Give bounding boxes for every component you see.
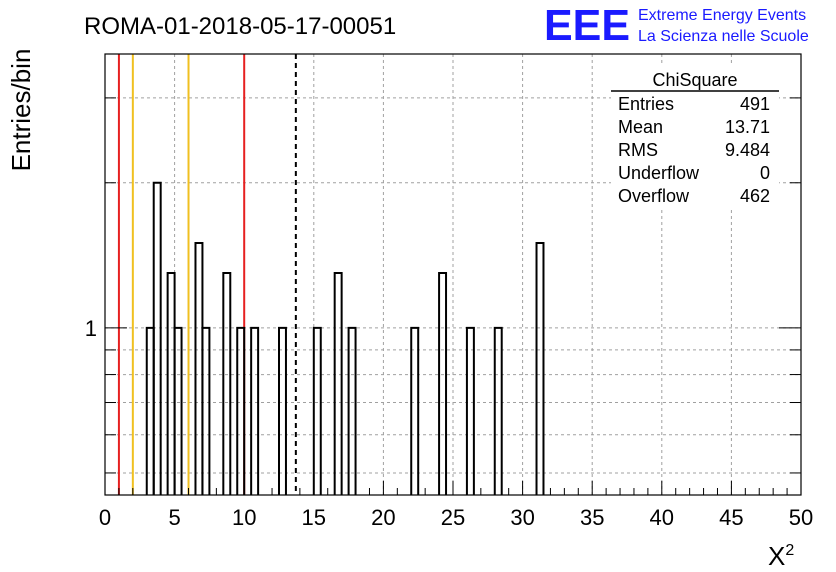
x-tick-label: 40 <box>650 505 674 530</box>
x-tick-label: 5 <box>168 505 180 530</box>
stats-row: Mean 13.71 <box>618 117 770 137</box>
stats-label-overflow: Overflow <box>618 186 690 206</box>
stats-value-entries: 491 <box>740 94 770 114</box>
x-tick-label: 25 <box>441 505 465 530</box>
stats-box: ChiSquare Entries 491 Mean 13.71 RMS 9.4… <box>611 66 779 208</box>
y-tick-label: 1 <box>85 316 97 341</box>
histogram-bar <box>493 326 503 495</box>
histogram-bar <box>145 326 155 495</box>
histogram-bar <box>250 326 260 495</box>
stats-label-rms: RMS <box>618 140 658 160</box>
x-axis-label-base: X <box>768 541 785 571</box>
eee-logo: EEE Extreme Energy Events La Scienza nel… <box>544 1 809 50</box>
stats-value-overflow: 462 <box>740 186 770 206</box>
stats-value-rms: 9.484 <box>725 140 770 160</box>
histogram-bar <box>535 241 545 495</box>
stats-label-entries: Entries <box>618 94 674 114</box>
logo-line2: La Scienza nelle Scuole <box>638 28 809 45</box>
logo-line1: Extreme Energy Events <box>638 7 806 24</box>
histogram-bar <box>166 271 176 495</box>
x-tick-label: 50 <box>789 505 813 530</box>
histogram-bar <box>222 271 232 495</box>
stats-row: Entries 491 <box>618 94 770 114</box>
x-axis-label-sup: 2 <box>785 542 794 559</box>
stats-box-background <box>611 66 779 208</box>
histogram-bar <box>312 326 322 495</box>
x-tick-label: 45 <box>719 505 743 530</box>
stats-label-underflow: Underflow <box>618 163 700 183</box>
histogram-bar <box>194 241 204 495</box>
histogram-bar <box>236 326 246 495</box>
axis-ticks: 0 5 10 15 20 25 30 35 40 45 50 1 <box>85 97 813 530</box>
y-axis-label: Entries/bin <box>6 49 36 172</box>
x-axis-label: X2 <box>768 541 794 571</box>
histogram-bar <box>201 326 211 495</box>
histogram-bar <box>410 326 420 495</box>
histogram-bar <box>465 326 475 495</box>
x-tick-label: 35 <box>580 505 604 530</box>
x-tick-label: 0 <box>99 505 111 530</box>
logo-letters: EEE <box>544 1 630 50</box>
histogram-bar <box>333 271 343 495</box>
stats-value-underflow: 0 <box>760 163 770 183</box>
stats-row: RMS 9.484 <box>618 140 770 160</box>
x-axis-label-group: X2 <box>768 541 794 571</box>
histogram-bar <box>438 271 448 495</box>
histogram-bar <box>173 326 183 495</box>
chart-title: ROMA-01-2018-05-17-00051 <box>84 13 396 40</box>
stats-row: Underflow 0 <box>618 163 770 183</box>
stats-box-title: ChiSquare <box>652 70 737 90</box>
stats-label-mean: Mean <box>618 117 663 137</box>
histogram-bar <box>347 326 357 495</box>
stats-row: Overflow 462 <box>618 186 770 206</box>
histogram-bar <box>278 326 287 495</box>
histogram-bar <box>152 181 162 495</box>
histogram <box>145 181 545 495</box>
x-tick-label: 10 <box>232 505 256 530</box>
x-tick-label: 30 <box>510 505 534 530</box>
x-tick-label: 15 <box>302 505 326 530</box>
reference-lines <box>117 54 297 495</box>
stats-value-mean: 13.71 <box>725 117 770 137</box>
x-tick-label: 20 <box>371 505 395 530</box>
